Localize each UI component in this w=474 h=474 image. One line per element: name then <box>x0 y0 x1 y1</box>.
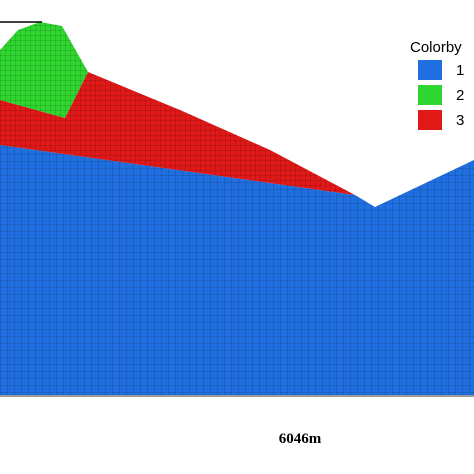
legend-label: 2 <box>456 87 464 104</box>
region-green-mesh <box>0 22 88 118</box>
legend-title: Colorby <box>410 39 462 56</box>
region-red-mesh <box>0 72 355 195</box>
legend-swatch <box>418 60 442 80</box>
legend-swatch <box>418 85 442 105</box>
legend-label: 3 <box>456 112 464 129</box>
legend: Colorby 1 2 3 <box>410 39 464 130</box>
mesh-model <box>0 21 474 397</box>
legend-label: 1 <box>456 62 464 79</box>
legend-swatch <box>418 110 442 130</box>
region-blue-mesh <box>0 145 474 395</box>
caption: 6046m <box>279 431 322 447</box>
legend-items: 1 2 3 <box>418 60 464 130</box>
